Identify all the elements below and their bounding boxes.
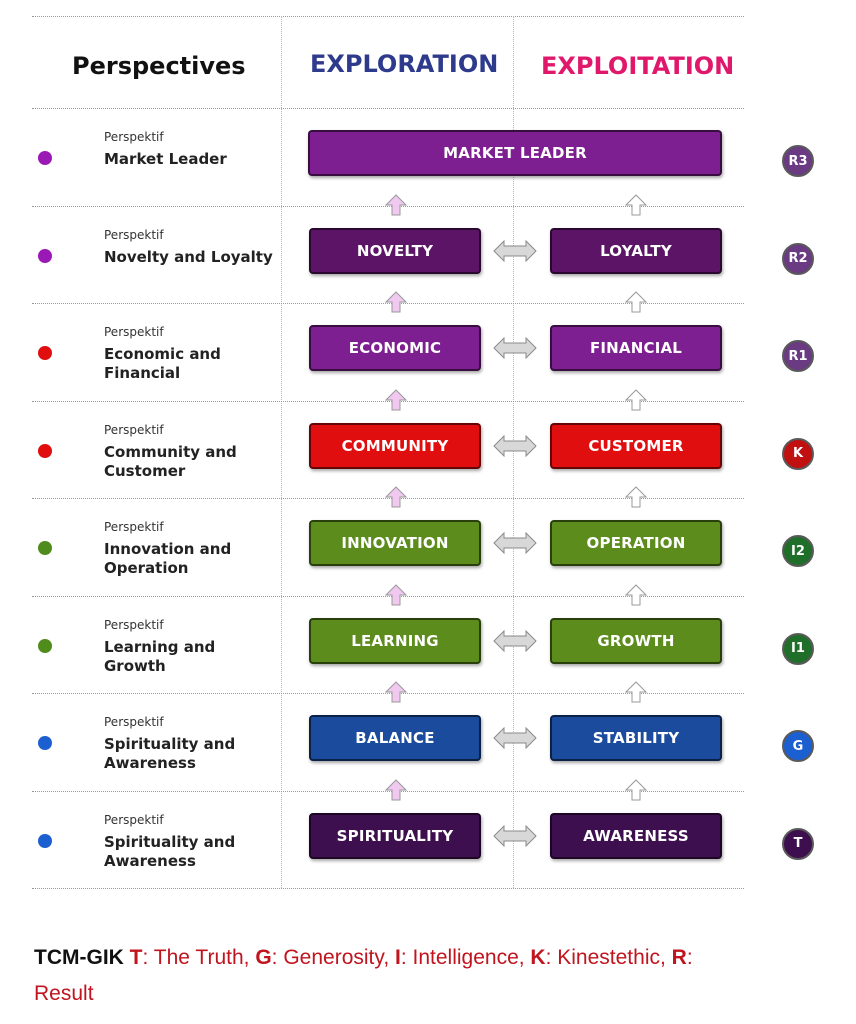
perspective-small-label: Perspektif xyxy=(104,520,164,534)
up-arrow-icon xyxy=(625,486,647,508)
legend-key: I xyxy=(389,946,401,969)
box-exploitation: FINANCIAL xyxy=(550,325,722,371)
legend-label: : Generosity, xyxy=(271,946,390,969)
perspective-dot xyxy=(38,638,52,653)
badge-i1: I1 xyxy=(782,632,814,665)
up-arrow-icon xyxy=(385,193,407,215)
up-arrow-icon xyxy=(385,681,407,703)
box-exploitation: OPERATION xyxy=(550,520,722,566)
box-exploration: INNOVATION xyxy=(309,520,481,566)
legend-key: K xyxy=(524,946,546,969)
up-arrow-icon xyxy=(625,388,647,410)
box-exploitation: STABILITY xyxy=(550,715,722,761)
legend-label: : Kinestethic, xyxy=(545,946,666,969)
double-arrow-icon xyxy=(493,824,537,847)
up-arrow-icon xyxy=(625,681,647,703)
legend-result: Result xyxy=(34,982,94,1005)
box-exploration: SPIRITUALITY xyxy=(309,812,481,859)
perspective-name: Novelty and Loyalty xyxy=(104,247,273,266)
grid-line-col-2 xyxy=(513,16,514,888)
badge-g: G xyxy=(782,730,814,762)
up-arrow-icon xyxy=(625,583,647,605)
box-exploration: LEARNING xyxy=(309,617,481,664)
header-perspectives: Perspectives xyxy=(72,52,246,80)
box-exploitation: LOYALTY xyxy=(550,227,722,274)
double-arrow-icon xyxy=(493,629,537,652)
grid-line-bottom xyxy=(32,888,744,889)
legend-key: R xyxy=(665,946,687,969)
legend-label: : Intelligence, xyxy=(400,946,525,969)
box-exploitation: CUSTOMER xyxy=(550,422,722,469)
perspective-small-label: Perspektif xyxy=(104,422,164,437)
perspective-name: Innovation and Operation xyxy=(104,540,232,577)
row-divider xyxy=(32,693,744,694)
perspective-dot xyxy=(38,443,52,458)
perspective-dot xyxy=(38,833,52,848)
legend-label: : The Truth, xyxy=(142,946,250,969)
up-arrow-icon xyxy=(385,291,407,313)
box-exploration: COMMUNITY xyxy=(309,422,481,469)
up-arrow-icon xyxy=(625,778,647,800)
perspective-small-label: Perspektif xyxy=(104,812,164,827)
perspective-name: Economic and Financial xyxy=(104,345,221,382)
perspective-dot xyxy=(38,541,52,555)
badge-t: T xyxy=(782,827,814,860)
perspective-name: Market Leader xyxy=(104,150,227,168)
row-divider xyxy=(32,205,744,207)
up-arrow-icon xyxy=(385,486,407,508)
up-arrow-icon xyxy=(625,193,647,215)
perspective-dot xyxy=(38,346,52,360)
perspective-name: Community and Customer xyxy=(104,442,237,480)
up-arrow-icon xyxy=(385,778,407,800)
up-arrow-icon xyxy=(625,291,647,313)
legend-footer: TCM-GIK T: The Truth, G: Generosity, I: … xyxy=(34,940,854,1012)
perspective-name: Spirituality and Awareness xyxy=(104,735,236,772)
header-exploration: EXPLORATION xyxy=(310,50,499,78)
row-divider xyxy=(32,108,744,109)
perspective-dot xyxy=(38,248,52,263)
row-divider xyxy=(32,498,744,499)
badge-r1: R1 xyxy=(782,340,814,372)
row-divider xyxy=(32,790,744,792)
perspective-small-label: Perspektif xyxy=(104,617,164,632)
perspective-small-label: Perspektif xyxy=(104,227,164,242)
legend-title: TCM-GIK xyxy=(34,946,124,969)
badge-k: K xyxy=(782,437,814,470)
badge-r2: R2 xyxy=(782,242,814,275)
row-divider xyxy=(32,595,744,597)
perspective-name: Spirituality and Awareness xyxy=(104,832,236,870)
up-arrow-icon xyxy=(385,388,407,410)
box-exploitation: GROWTH xyxy=(550,617,722,664)
badge-i2: I2 xyxy=(782,535,814,567)
perspective-dot xyxy=(38,151,52,165)
double-arrow-icon xyxy=(493,239,537,262)
legend-key: G xyxy=(249,946,272,969)
header-exploitation: EXPLOITATION xyxy=(541,52,735,80)
row-divider xyxy=(32,400,744,402)
double-arrow-icon xyxy=(493,337,537,359)
box-exploration: NOVELTY xyxy=(309,227,481,274)
perspective-dot xyxy=(38,736,52,750)
grid-line-top xyxy=(32,16,744,17)
box-exploration: ECONOMIC xyxy=(309,325,481,371)
perspective-small-label: Perspektif xyxy=(104,325,164,339)
perspective-small-label: Perspektif xyxy=(104,715,164,729)
legend-label: : xyxy=(686,946,693,969)
double-arrow-icon xyxy=(493,434,537,457)
double-arrow-icon xyxy=(493,532,537,554)
badge-r3: R3 xyxy=(782,145,814,177)
perspective-name: Learning and Growth xyxy=(104,637,216,675)
perspective-small-label: Perspektif xyxy=(104,130,164,144)
box-market-leader: MARKET LEADER xyxy=(308,130,722,176)
legend-key: T xyxy=(129,946,143,969)
double-arrow-icon xyxy=(493,727,537,749)
grid-line-col-1 xyxy=(281,16,282,888)
box-exploration: BALANCE xyxy=(309,715,481,761)
row-divider xyxy=(32,303,744,304)
box-exploitation: AWARENESS xyxy=(550,812,722,859)
up-arrow-icon xyxy=(385,583,407,605)
